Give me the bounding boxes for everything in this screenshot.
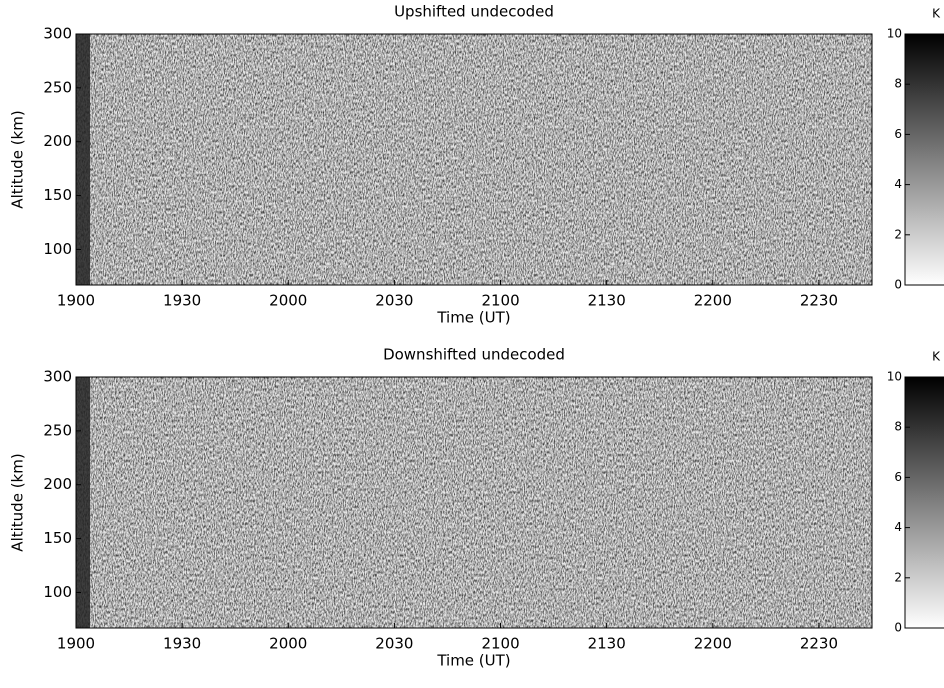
colorbar-tick-label: 8: [894, 77, 902, 91]
y-tick-label: 300: [43, 25, 72, 43]
colorbar-tick-label: 6: [894, 127, 902, 141]
panel-title: Downshifted undecoded: [383, 346, 565, 364]
colorbar-tick-label: 6: [894, 470, 902, 484]
colorbar-tick-label: 0: [894, 621, 902, 635]
y-axis-label: Altitude (km): [9, 110, 27, 208]
colorbar-tick-label: 2: [894, 570, 902, 584]
x-tick-label: 1930: [163, 635, 201, 653]
panel-title: Upshifted undecoded: [394, 3, 554, 21]
y-tick-label: 200: [43, 475, 72, 493]
colorbar-tick-label: 10: [887, 370, 902, 384]
colorbar: [904, 376, 944, 629]
colorbar-tick-label: 0: [894, 278, 902, 292]
x-tick-label: 1900: [57, 292, 95, 310]
y-tick-label: 300: [43, 368, 72, 386]
x-tick-label: 2200: [694, 635, 732, 653]
y-axis-label: Altitude (km): [9, 453, 27, 551]
data-gap-strip: [76, 34, 90, 285]
y-tick-label: 150: [43, 186, 72, 204]
x-tick-label: 2000: [269, 635, 307, 653]
colorbar-tick-label: 8: [894, 420, 902, 434]
y-tick-label: 250: [43, 78, 72, 96]
x-tick-label: 1930: [163, 292, 201, 310]
colorbar-tick-label: 2: [894, 227, 902, 241]
colorbar-tick-label: 10: [887, 27, 902, 41]
x-tick-label: 2100: [481, 635, 519, 653]
x-tick-label: 2230: [800, 292, 838, 310]
colorbar-tick-label: 4: [894, 520, 902, 534]
colorbar-tick-label: 4: [894, 177, 902, 191]
x-tick-label: 2030: [375, 292, 413, 310]
y-tick-label: 100: [43, 240, 72, 258]
y-tick-label: 100: [43, 583, 72, 601]
data-gap-strip: [76, 377, 90, 628]
x-tick-label: 2130: [588, 292, 626, 310]
x-tick-label: 1900: [57, 635, 95, 653]
y-tick-label: 250: [43, 421, 72, 439]
x-tick-label: 2030: [375, 635, 413, 653]
colorbar-label: K: [932, 350, 941, 364]
colorbar: [904, 33, 944, 286]
y-tick-label: 150: [43, 529, 72, 547]
x-axis-label: Time (UT): [436, 309, 510, 327]
colorbar-label: K: [932, 7, 941, 21]
x-axis-label: Time (UT): [436, 652, 510, 670]
x-tick-label: 2130: [588, 635, 626, 653]
x-tick-label: 2100: [481, 292, 519, 310]
y-tick-label: 200: [43, 132, 72, 150]
plot-frame: [75, 376, 873, 629]
x-tick-label: 2200: [694, 292, 732, 310]
noise-texture: [76, 377, 872, 628]
x-tick-label: 2000: [269, 292, 307, 310]
x-tick-label: 2230: [800, 635, 838, 653]
plot-frame: [75, 33, 873, 286]
noise-texture: [76, 34, 872, 285]
